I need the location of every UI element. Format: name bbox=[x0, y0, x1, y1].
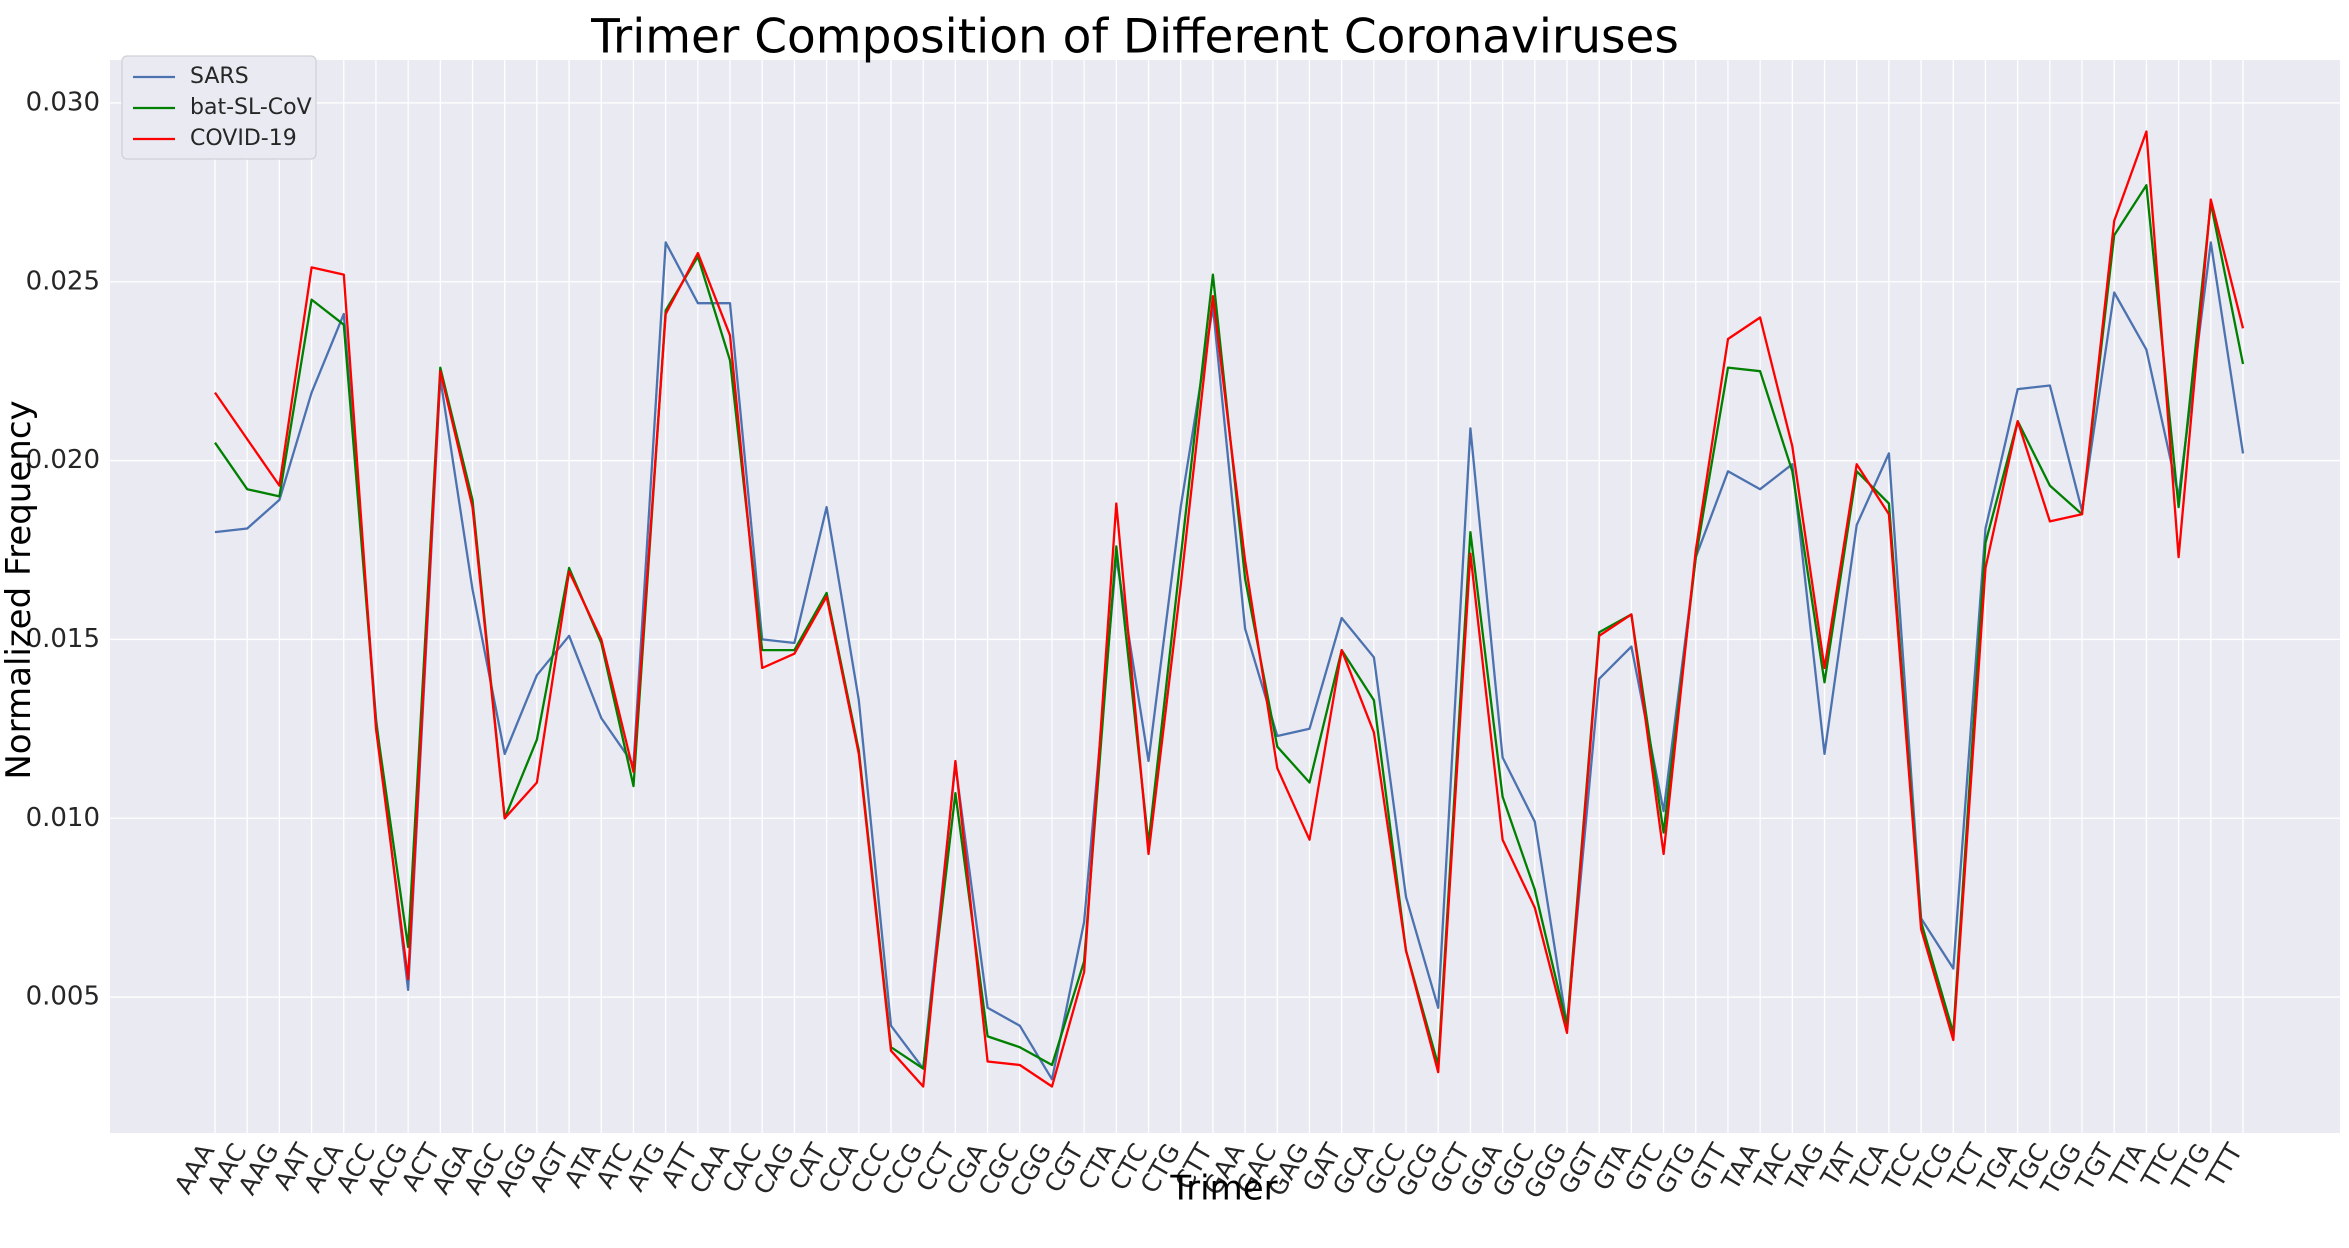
legend-label: SARS bbox=[190, 64, 249, 89]
y-tick-label: 0.005 bbox=[26, 982, 100, 1012]
y-tick-label: 0.020 bbox=[26, 445, 100, 475]
plot-area bbox=[110, 60, 2340, 1133]
series-line-covid-19 bbox=[214, 130, 2245, 1088]
chart-title: Trimer Composition of Different Coronavi… bbox=[590, 10, 1679, 65]
legend-label: bat-SL-CoV bbox=[190, 95, 312, 120]
legend-box bbox=[121, 55, 317, 160]
y-tick-label: 0.010 bbox=[26, 803, 100, 833]
y-tick-label: 0.030 bbox=[26, 87, 100, 117]
grid bbox=[110, 60, 2340, 1133]
y-axis-ticks: 0.005 0.010 0.015 0.020 0.025 0.030 bbox=[26, 87, 100, 1011]
legend: SARS bat-SL-CoV COVID-19 bbox=[121, 55, 317, 160]
y-tick-label: 0.015 bbox=[26, 624, 100, 654]
x-axis-label: Trimer bbox=[1169, 1169, 1277, 1209]
y-tick-label: 0.025 bbox=[26, 266, 100, 296]
series-lines bbox=[214, 130, 2245, 1088]
legend-label: COVID-19 bbox=[190, 126, 297, 151]
y-axis-label: Normalized Frequency bbox=[0, 400, 39, 779]
